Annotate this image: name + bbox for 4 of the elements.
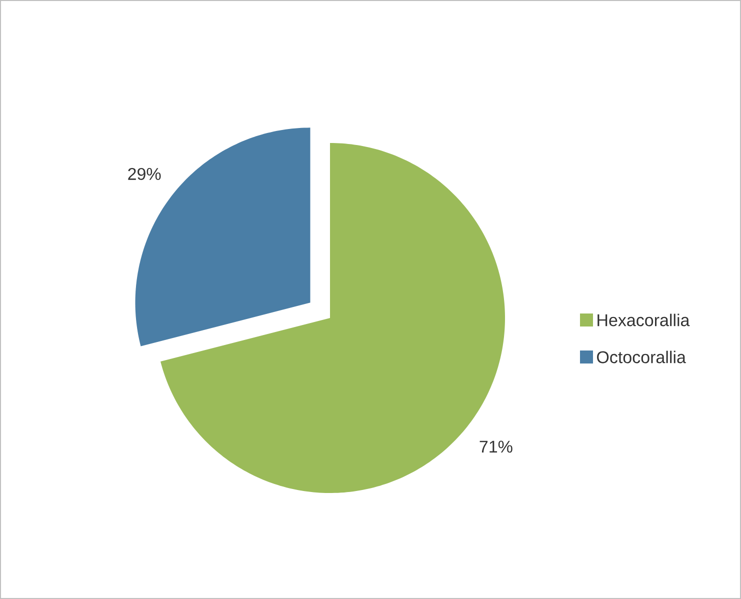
legend-label: Hexacorallia (598, 314, 690, 326)
data-label: 29% (128, 168, 161, 180)
legend-label: Octocorallia (597, 350, 686, 364)
data-label: 71% (480, 440, 512, 453)
